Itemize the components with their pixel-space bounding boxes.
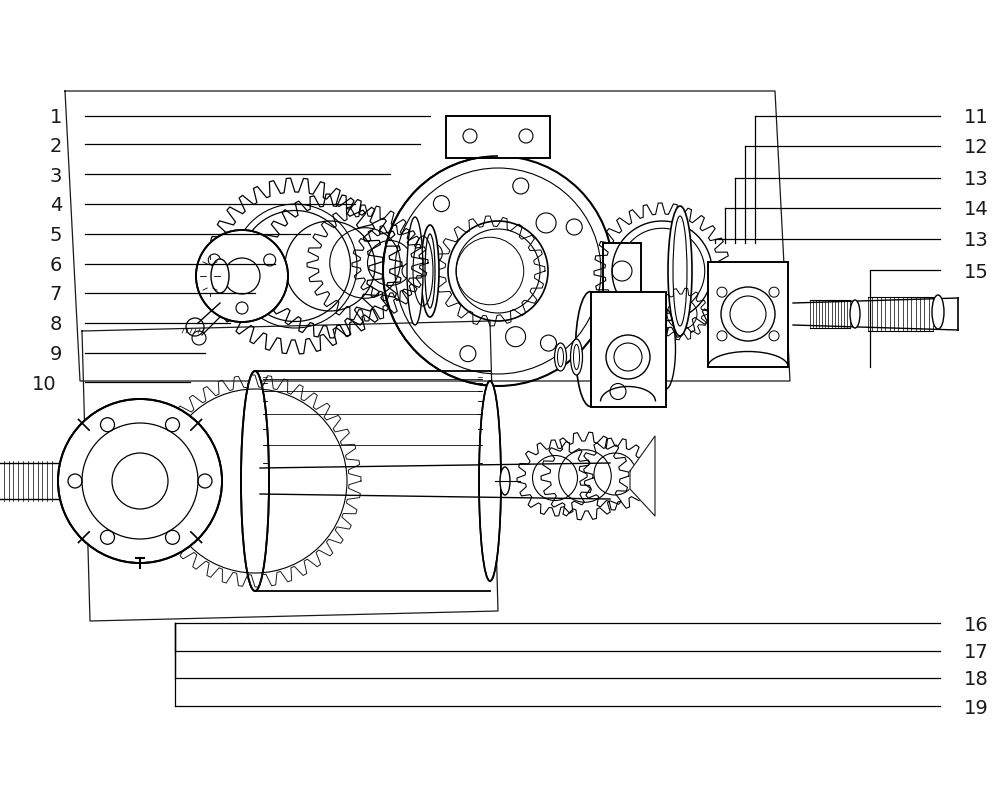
Text: 13: 13: [964, 230, 989, 250]
Bar: [446, 117, 550, 159]
Text: 9: 9: [50, 345, 62, 364]
Text: 10: 10: [31, 374, 56, 393]
Text: 11: 11: [964, 108, 989, 127]
Ellipse shape: [642, 296, 654, 333]
Ellipse shape: [629, 299, 639, 329]
Ellipse shape: [407, 217, 423, 325]
Bar: [708, 262, 788, 367]
Text: 8: 8: [50, 315, 62, 334]
Text: 18: 18: [964, 669, 989, 689]
Bar: [590, 292, 666, 407]
Bar: [603, 243, 641, 299]
Text: 7: 7: [50, 285, 62, 304]
Ellipse shape: [554, 344, 566, 371]
Text: 6: 6: [50, 255, 62, 275]
Circle shape: [58, 400, 222, 564]
Text: 12: 12: [964, 138, 989, 157]
Bar: [590, 292, 666, 407]
Ellipse shape: [500, 467, 510, 496]
Text: 13: 13: [964, 169, 989, 189]
Text: 15: 15: [964, 262, 989, 281]
Text: 14: 14: [964, 200, 989, 219]
Bar: [603, 243, 641, 299]
Bar: [708, 262, 788, 367]
Ellipse shape: [850, 301, 860, 328]
Ellipse shape: [570, 340, 582, 375]
Polygon shape: [630, 436, 655, 517]
Text: 1: 1: [50, 108, 62, 127]
Ellipse shape: [241, 371, 269, 591]
Text: 4: 4: [50, 195, 62, 215]
Text: 17: 17: [964, 642, 989, 661]
Circle shape: [196, 230, 288, 323]
Ellipse shape: [668, 207, 692, 337]
Text: 19: 19: [964, 697, 989, 717]
Text: 2: 2: [50, 136, 62, 156]
Ellipse shape: [211, 260, 229, 294]
Text: 3: 3: [50, 166, 62, 186]
Ellipse shape: [479, 381, 501, 581]
Ellipse shape: [421, 225, 439, 318]
Ellipse shape: [932, 296, 944, 329]
Text: 5: 5: [50, 225, 62, 245]
Bar: [446, 117, 550, 159]
Text: 16: 16: [964, 615, 989, 634]
